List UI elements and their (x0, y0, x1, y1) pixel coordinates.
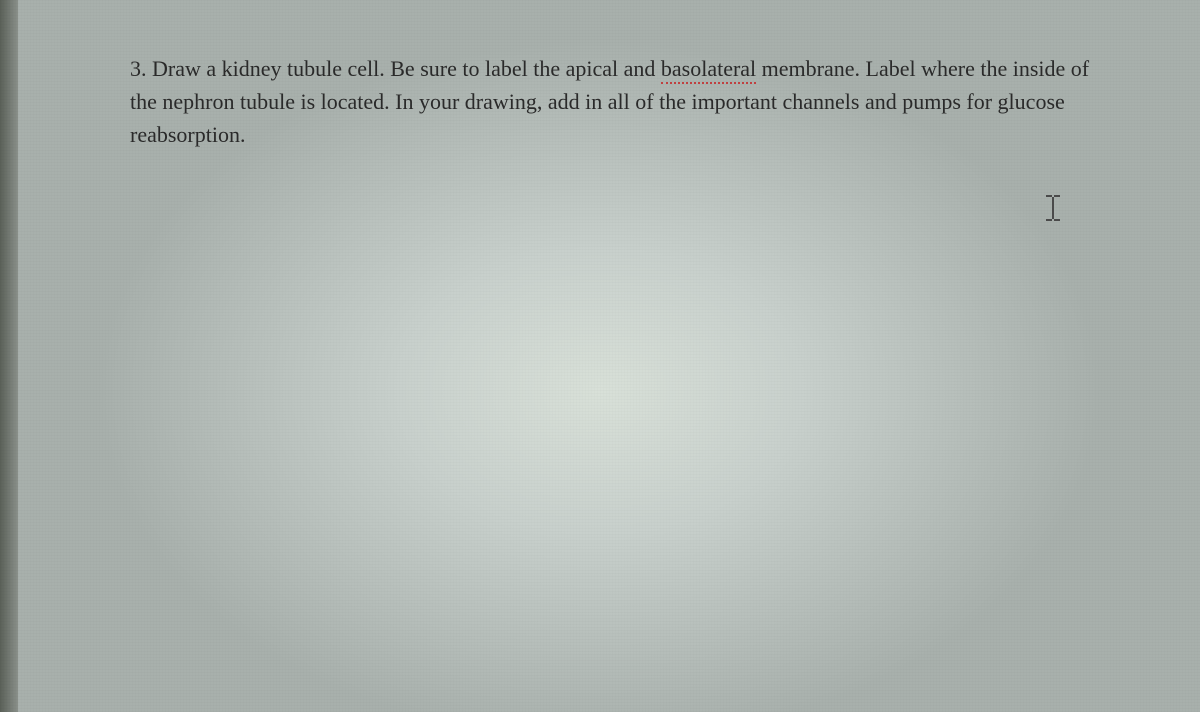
text-cursor-icon (1046, 195, 1060, 230)
left-screen-edge (0, 0, 18, 712)
question-text-part1: 3. Draw a kidney tubule cell. Be sure to… (130, 56, 661, 81)
document-content: 3. Draw a kidney tubule cell. Be sure to… (130, 52, 1105, 151)
spellcheck-underlined-word[interactable]: basolateral (661, 56, 756, 84)
question-paragraph: 3. Draw a kidney tubule cell. Be sure to… (130, 52, 1105, 151)
